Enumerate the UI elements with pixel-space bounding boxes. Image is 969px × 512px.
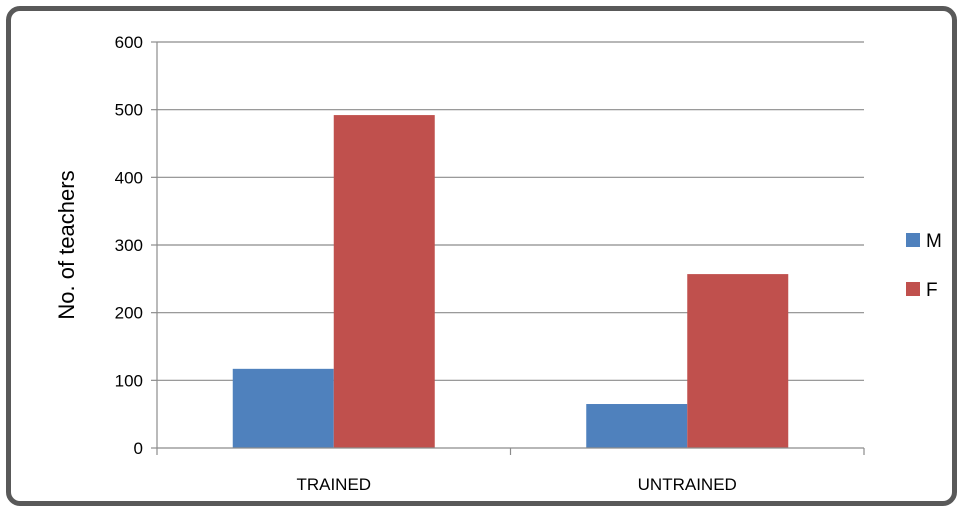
bars [232, 115, 789, 448]
legend-swatch-M [906, 233, 920, 247]
bar-F-untrained [687, 274, 789, 448]
y-axis-ticks: 0 100 200 300 400 500 600 [115, 33, 157, 458]
y-tick-label: 300 [115, 236, 143, 255]
bar-M-trained [232, 368, 334, 448]
legend-label-M: M [926, 231, 942, 252]
legend: MF [906, 231, 942, 301]
y-axis-title: No. of teachers [54, 170, 79, 319]
y-tick-label: 100 [115, 371, 143, 390]
legend-label-F: F [926, 280, 938, 301]
y-tick-label: 400 [115, 168, 143, 187]
y-tick-label: 0 [134, 439, 143, 458]
x-category-label: UNTRAINED [638, 475, 737, 494]
x-category-label: TRAINED [296, 475, 371, 494]
y-tick-label: 200 [115, 304, 143, 323]
y-tick-label: 600 [115, 33, 143, 52]
legend-swatch-F [906, 282, 920, 296]
y-tick-label: 500 [115, 101, 143, 120]
bar-M-untrained [586, 404, 688, 448]
chart-frame [6, 6, 957, 506]
bar-F-trained [333, 115, 435, 448]
x-axis-labels: TRAINED UNTRAINED [296, 475, 736, 494]
axes [156, 42, 865, 455]
